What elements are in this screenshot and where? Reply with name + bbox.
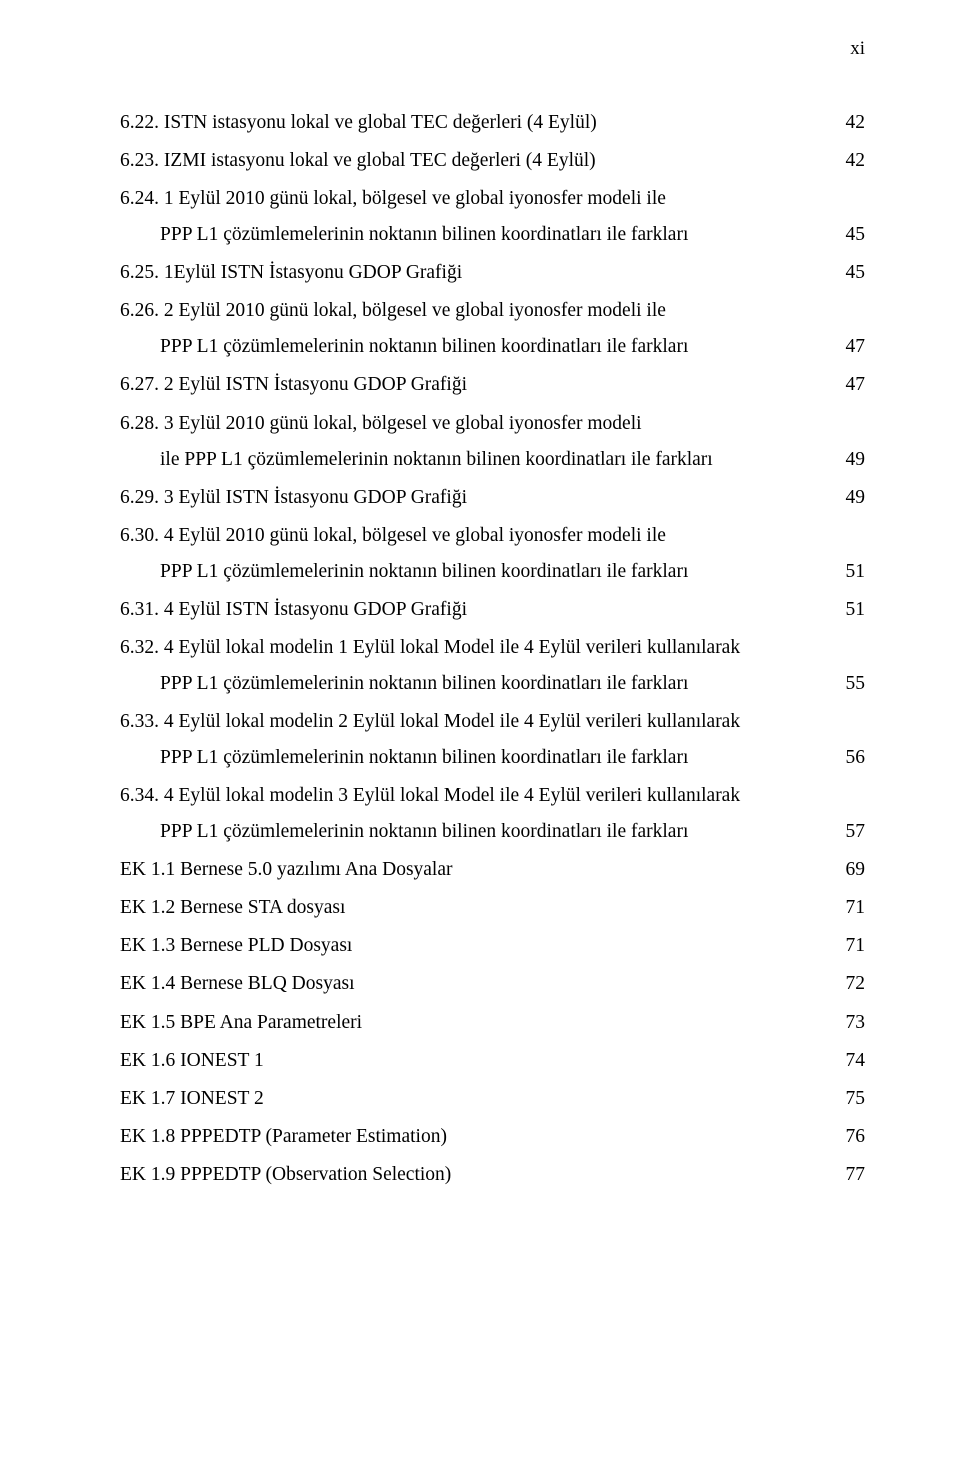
toc-entry-page: 45 bbox=[838, 217, 866, 253]
toc-spacer bbox=[264, 1043, 838, 1079]
toc-entry-line2: PPP L1 çözümlemelerinin noktanın bilinen… bbox=[120, 329, 688, 365]
toc-entry-line1: 6.26. 2 Eylül 2010 günü lokal, bölgesel … bbox=[120, 293, 865, 329]
toc-entry: 6.33. 4 Eylül lokal modelin 2 Eylül loka… bbox=[120, 704, 865, 776]
toc-spacer bbox=[345, 890, 837, 926]
toc-entry-line2: PPP L1 çözümlemelerinin noktanın bilinen… bbox=[120, 554, 688, 590]
toc-entry-page: 45 bbox=[838, 255, 866, 291]
toc-entry: 6.24. 1 Eylül 2010 günü lokal, bölgesel … bbox=[120, 181, 865, 253]
document-page: xi 6.22. ISTN istasyonu lokal ve global … bbox=[0, 0, 960, 1469]
toc-spacer bbox=[467, 367, 837, 403]
toc-entry-text: EK 1.2 Bernese STA dosyası bbox=[120, 890, 345, 926]
toc-entry-page: 74 bbox=[838, 1043, 866, 1079]
toc-entry: 6.28. 3 Eylül 2010 günü lokal, bölgesel … bbox=[120, 406, 865, 478]
toc-entry-text: EK 1.6 IONEST 1 bbox=[120, 1043, 264, 1079]
toc-entry-line2: ile PPP L1 çözümlemelerinin noktanın bil… bbox=[120, 442, 713, 478]
toc-entry-page: 76 bbox=[838, 1119, 866, 1155]
toc-spacer bbox=[688, 329, 837, 365]
toc-entry: EK 1.9 PPPEDTP (Observation Selection) 77 bbox=[120, 1157, 865, 1193]
toc-entry: EK 1.5 BPE Ana Parametreleri 73 bbox=[120, 1005, 865, 1041]
toc-entry-page: 55 bbox=[838, 666, 866, 702]
toc-entry-text: EK 1.4 Bernese BLQ Dosyası bbox=[120, 966, 355, 1002]
toc-spacer bbox=[597, 105, 838, 141]
toc-entry-page: 42 bbox=[838, 143, 866, 179]
toc-entry-page: 42 bbox=[838, 105, 866, 141]
toc-spacer bbox=[688, 740, 837, 776]
toc-entry: 6.25. 1Eylül ISTN İstasyonu GDOP Grafiği… bbox=[120, 255, 865, 291]
toc-entry: EK 1.6 IONEST 1 74 bbox=[120, 1043, 865, 1079]
toc-entry-page: 71 bbox=[838, 890, 866, 926]
toc-entry-page: 72 bbox=[838, 966, 866, 1002]
toc-entry-line2: PPP L1 çözümlemelerinin noktanın bilinen… bbox=[120, 814, 688, 850]
toc-entry-page: 57 bbox=[838, 814, 866, 850]
toc-spacer bbox=[467, 480, 837, 516]
toc-spacer bbox=[688, 814, 837, 850]
page-number-label: xi bbox=[850, 38, 865, 60]
toc-spacer bbox=[447, 1119, 838, 1155]
toc-spacer bbox=[688, 217, 837, 253]
toc-entry-line2: PPP L1 çözümlemelerinin noktanın bilinen… bbox=[120, 740, 688, 776]
toc-entry-page: 49 bbox=[838, 480, 866, 516]
toc-entry-page: 49 bbox=[838, 442, 866, 478]
toc-entry: 6.27. 2 Eylül ISTN İstasyonu GDOP Grafiğ… bbox=[120, 367, 865, 403]
toc-entries-list: 6.22. ISTN istasyonu lokal ve global TEC… bbox=[120, 105, 865, 1193]
toc-entry: EK 1.7 IONEST 2 75 bbox=[120, 1081, 865, 1117]
toc-entry-line1: 6.24. 1 Eylül 2010 günü lokal, bölgesel … bbox=[120, 181, 865, 217]
toc-entry-text: EK 1.8 PPPEDTP (Parameter Estimation) bbox=[120, 1119, 447, 1155]
toc-spacer bbox=[596, 143, 838, 179]
toc-entry-page: 56 bbox=[838, 740, 866, 776]
toc-entry: 6.32. 4 Eylül lokal modelin 1 Eylül loka… bbox=[120, 630, 865, 702]
toc-entry-text: 6.31. 4 Eylül ISTN İstasyonu GDOP Grafiğ… bbox=[120, 592, 467, 628]
toc-entry-text: EK 1.1 Bernese 5.0 yazılımı Ana Dosyalar bbox=[120, 852, 453, 888]
toc-entry-text: EK 1.9 PPPEDTP (Observation Selection) bbox=[120, 1157, 451, 1193]
toc-spacer bbox=[264, 1081, 838, 1117]
toc-entry-page: 47 bbox=[838, 367, 866, 403]
toc-spacer bbox=[352, 928, 837, 964]
toc-entry: 6.34. 4 Eylül lokal modelin 3 Eylül loka… bbox=[120, 778, 865, 850]
toc-entry: EK 1.2 Bernese STA dosyası 71 bbox=[120, 890, 865, 926]
toc-entry-text: 6.27. 2 Eylül ISTN İstasyonu GDOP Grafiğ… bbox=[120, 367, 467, 403]
toc-entry-page: 51 bbox=[838, 592, 866, 628]
toc-entry-page: 77 bbox=[838, 1157, 866, 1193]
toc-spacer bbox=[688, 554, 837, 590]
toc-entry-text: EK 1.5 BPE Ana Parametreleri bbox=[120, 1005, 362, 1041]
toc-entry-line2: PPP L1 çözümlemelerinin noktanın bilinen… bbox=[120, 666, 688, 702]
toc-entry-page: 51 bbox=[838, 554, 866, 590]
toc-entry-line1: 6.34. 4 Eylül lokal modelin 3 Eylül loka… bbox=[120, 778, 865, 814]
toc-entry-text: 6.25. 1Eylül ISTN İstasyonu GDOP Grafiği bbox=[120, 255, 462, 291]
toc-entry-text: EK 1.7 IONEST 2 bbox=[120, 1081, 264, 1117]
toc-entry: 6.29. 3 Eylül ISTN İstasyonu GDOP Grafiğ… bbox=[120, 480, 865, 516]
toc-spacer bbox=[362, 1005, 837, 1041]
toc-entry-text: 6.29. 3 Eylül ISTN İstasyonu GDOP Grafiğ… bbox=[120, 480, 467, 516]
toc-entry-page: 71 bbox=[838, 928, 866, 964]
toc-spacer bbox=[453, 852, 838, 888]
toc-entry: 6.22. ISTN istasyonu lokal ve global TEC… bbox=[120, 105, 865, 141]
toc-entry-line1: 6.30. 4 Eylül 2010 günü lokal, bölgesel … bbox=[120, 518, 865, 554]
toc-spacer bbox=[462, 255, 837, 291]
toc-spacer bbox=[713, 442, 838, 478]
toc-entry-text: EK 1.3 Bernese PLD Dosyası bbox=[120, 928, 352, 964]
toc-entry: 6.23. IZMI istasyonu lokal ve global TEC… bbox=[120, 143, 865, 179]
toc-entry: 6.26. 2 Eylül 2010 günü lokal, bölgesel … bbox=[120, 293, 865, 365]
toc-entry: EK 1.1 Bernese 5.0 yazılımı Ana Dosyalar… bbox=[120, 852, 865, 888]
toc-entry-text: 6.23. IZMI istasyonu lokal ve global TEC… bbox=[120, 143, 596, 179]
toc-entry: 6.30. 4 Eylül 2010 günü lokal, bölgesel … bbox=[120, 518, 865, 590]
toc-entry: EK 1.3 Bernese PLD Dosyası 71 bbox=[120, 928, 865, 964]
toc-entry-page: 47 bbox=[838, 329, 866, 365]
toc-entry: EK 1.8 PPPEDTP (Parameter Estimation) 76 bbox=[120, 1119, 865, 1155]
toc-entry: EK 1.4 Bernese BLQ Dosyası 72 bbox=[120, 966, 865, 1002]
toc-spacer bbox=[355, 966, 838, 1002]
toc-entry: 6.31. 4 Eylül ISTN İstasyonu GDOP Grafiğ… bbox=[120, 592, 865, 628]
toc-entry-line1: 6.33. 4 Eylül lokal modelin 2 Eylül loka… bbox=[120, 704, 865, 740]
toc-spacer bbox=[451, 1157, 837, 1193]
toc-spacer bbox=[467, 592, 837, 628]
toc-spacer bbox=[688, 666, 837, 702]
toc-entry-page: 75 bbox=[838, 1081, 866, 1117]
toc-entry-line2: PPP L1 çözümlemelerinin noktanın bilinen… bbox=[120, 217, 688, 253]
toc-entry-text: 6.22. ISTN istasyonu lokal ve global TEC… bbox=[120, 105, 597, 141]
toc-entry-page: 73 bbox=[838, 1005, 866, 1041]
toc-entry-line1: 6.28. 3 Eylül 2010 günü lokal, bölgesel … bbox=[120, 406, 865, 442]
toc-entry-page: 69 bbox=[838, 852, 866, 888]
toc-entry-line1: 6.32. 4 Eylül lokal modelin 1 Eylül loka… bbox=[120, 630, 865, 666]
